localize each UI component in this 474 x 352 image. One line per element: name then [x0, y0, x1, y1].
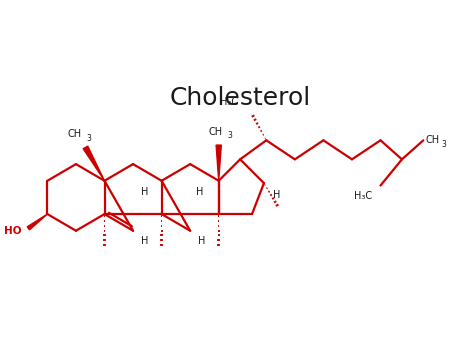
Polygon shape — [216, 145, 221, 181]
Text: CH: CH — [67, 129, 82, 139]
Text: H: H — [141, 187, 149, 197]
Polygon shape — [27, 214, 47, 230]
Text: H: H — [199, 237, 206, 246]
Text: H₃C: H₃C — [219, 97, 238, 107]
Text: 3: 3 — [441, 140, 446, 149]
Text: Cholesterol: Cholesterol — [170, 86, 311, 109]
Text: H: H — [141, 237, 149, 246]
Text: H: H — [273, 190, 281, 200]
Polygon shape — [83, 146, 104, 181]
Text: 3: 3 — [228, 131, 233, 140]
Text: 3: 3 — [87, 134, 92, 143]
Text: H₃C: H₃C — [354, 191, 373, 201]
Text: CH: CH — [426, 135, 440, 145]
Text: HO: HO — [4, 226, 21, 236]
Text: H: H — [196, 187, 203, 197]
Text: CH: CH — [208, 126, 222, 137]
